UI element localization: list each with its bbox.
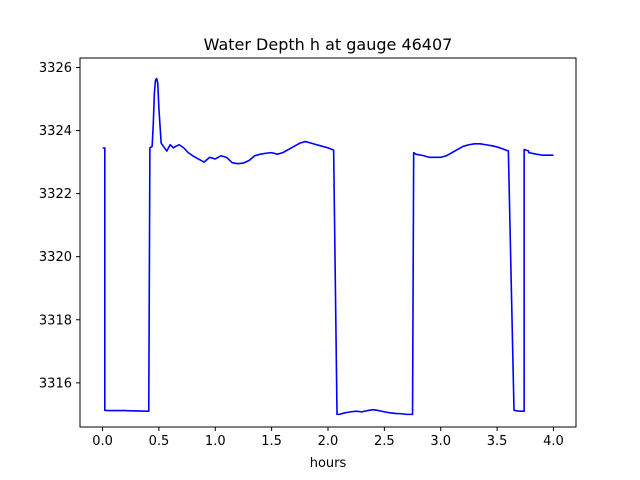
x-tick-label: 0.0 (92, 434, 113, 449)
y-tick-label: 3326 (39, 61, 72, 76)
x-tick-label: 1.5 (261, 434, 282, 449)
chart-title: Water Depth h at gauge 46407 (204, 35, 453, 54)
x-tick-label: 0.5 (149, 434, 170, 449)
axes-layer: 0.0 0.5 1.0 1.5 2.0 2.5 3.0 3.5 4.0 3316 3318 3320 3… (39, 57, 577, 449)
x-tick-label: 4.0 (543, 434, 564, 449)
series-line-0 (102, 77, 554, 416)
y-tick-label: 3318 (39, 313, 72, 328)
x-tick-label: 2.0 (318, 434, 339, 449)
x-tick-label: 1.0 (205, 434, 226, 449)
series-layer (102, 77, 554, 416)
y-tick-label: 3324 (39, 124, 72, 139)
x-tick-label: 3.5 (487, 434, 508, 449)
x-axis-label: hours (310, 456, 347, 471)
y-tick-label: 3316 (39, 376, 72, 391)
x-tick-label: 3.0 (430, 434, 451, 449)
x-tick-label: 2.5 (374, 434, 395, 449)
y-tick-label: 3320 (39, 250, 72, 265)
y-tick-label: 3322 (39, 187, 72, 202)
